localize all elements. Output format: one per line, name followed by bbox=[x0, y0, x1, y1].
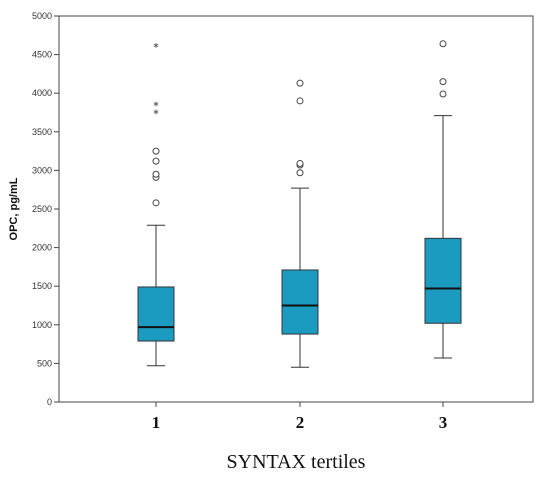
extreme-point: * bbox=[153, 100, 159, 113]
iqr-box bbox=[424, 237, 462, 324]
x-axis: 1 2 3 bbox=[152, 402, 448, 432]
y-tick-label: 1000 bbox=[32, 320, 52, 330]
outlier-point bbox=[296, 159, 304, 167]
iqr-box bbox=[281, 269, 319, 335]
x-tick-label: 3 bbox=[439, 413, 448, 432]
box-group-2 bbox=[281, 79, 319, 368]
outlier-point bbox=[296, 97, 304, 105]
box-group-1: *** bbox=[137, 41, 175, 367]
outlier-point bbox=[439, 78, 447, 86]
plot-area bbox=[58, 15, 534, 403]
y-tick-label: 3000 bbox=[32, 165, 52, 175]
outlier-point bbox=[296, 169, 304, 177]
box-group-3 bbox=[424, 40, 462, 359]
outlier-point bbox=[152, 157, 160, 165]
extreme-point: * bbox=[153, 107, 159, 120]
y-tick-label: 5000 bbox=[32, 11, 52, 21]
y-tick-label: 2000 bbox=[32, 243, 52, 253]
y-tick-label: 1500 bbox=[32, 281, 52, 291]
y-tick-label: 3500 bbox=[32, 127, 52, 137]
outlier-point bbox=[152, 147, 160, 155]
y-tick-label: 2500 bbox=[32, 204, 52, 214]
y-tick-label: 0 bbox=[47, 397, 52, 407]
outlier-point bbox=[439, 40, 447, 48]
x-tick-label: 2 bbox=[296, 413, 305, 432]
x-tick-label: 1 bbox=[152, 413, 161, 432]
outlier-point bbox=[152, 170, 160, 178]
y-axis-label: OPC, pg/mL bbox=[8, 177, 20, 240]
iqr-box bbox=[137, 286, 175, 342]
box-series: *** bbox=[137, 40, 462, 368]
x-axis-label: SYNTAX tertiles bbox=[227, 451, 366, 473]
extreme-point: * bbox=[153, 41, 159, 54]
outlier-point bbox=[439, 90, 447, 98]
y-tick-label: 500 bbox=[37, 358, 52, 368]
y-tick-label: 4500 bbox=[32, 50, 52, 60]
y-axis: 0 500 1000 1500 2000 2500 3000 3500 4000 4500 5000 bbox=[32, 11, 59, 407]
outlier-point bbox=[296, 79, 304, 87]
outlier-point bbox=[152, 199, 160, 207]
y-tick-label: 4000 bbox=[32, 88, 52, 98]
